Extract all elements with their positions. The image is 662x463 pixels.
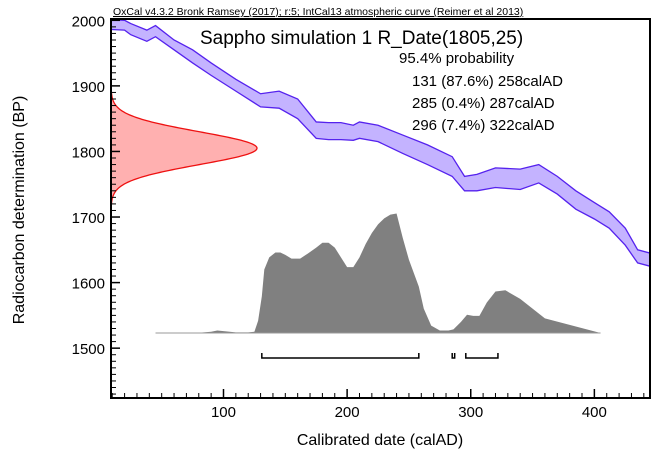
- range-text-1: 131 (87.6%) 258calAD: [412, 73, 563, 90]
- plot-frame: [110, 18, 651, 399]
- y-tick-label: 1700: [72, 210, 105, 227]
- calibrated-distribution-area: [155, 213, 601, 333]
- x-tick-label: 400: [582, 404, 607, 421]
- probability-label: 95.4% probability: [399, 50, 515, 67]
- y-axis-label: Radiocarbon determination (BP): [11, 96, 28, 325]
- x-axis-label: Calibrated date (calAD): [297, 432, 463, 449]
- y-tick-label: 1900: [72, 79, 105, 96]
- y-tick-label: 1500: [72, 341, 105, 358]
- y-tick-label: 2000: [72, 13, 105, 30]
- y-tick-label: 1600: [72, 276, 105, 293]
- axis-ticks: [111, 19, 645, 398]
- range-brackets: [261, 353, 499, 359]
- axis-tick-labels: 100 200 300 400 1500 1600 1700 1800 1900 2000: [72, 13, 607, 421]
- range-bracket-1: [261, 353, 420, 359]
- range-bracket-3: [465, 353, 499, 359]
- oxcal-header: OxCal v4.3.2 Bronk Ramsey (2017); r:5; I…: [113, 6, 523, 18]
- chart-title: Sappho simulation 1 R_Date(1805,25): [200, 28, 523, 49]
- x-tick-label: 300: [458, 404, 483, 421]
- x-tick-label: 200: [335, 404, 360, 421]
- radiocarbon-distribution: [111, 78, 258, 218]
- calibration-curve-lower-line: [111, 28, 650, 267]
- range-text-2: 285 (0.4%) 287calAD: [412, 95, 555, 112]
- calibration-curve-upper-line: [111, 19, 650, 254]
- range-text-3: 296 (7.4%) 322calAD: [412, 117, 555, 134]
- plot-area: [111, 19, 650, 359]
- range-bracket-2: [451, 353, 456, 359]
- y-tick-label: 1800: [72, 144, 105, 161]
- x-tick-label: 100: [211, 404, 236, 421]
